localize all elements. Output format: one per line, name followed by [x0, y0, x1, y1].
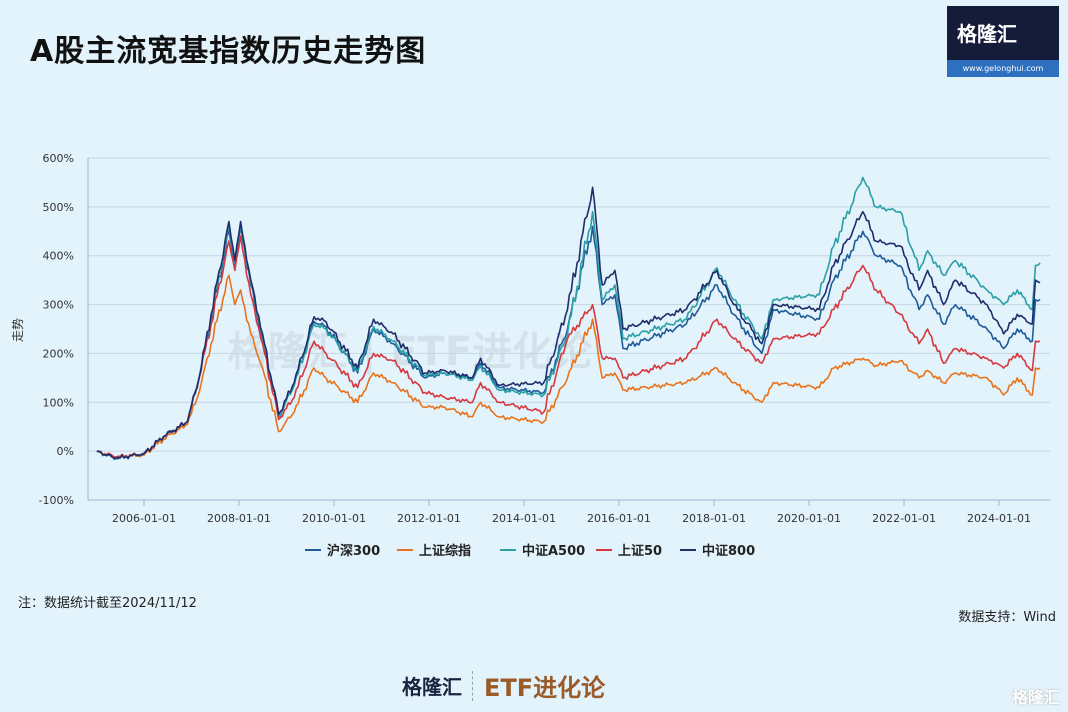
- y-tick-label: 300%: [43, 299, 74, 312]
- y-tick-label: 200%: [43, 347, 74, 360]
- chart-watermark: 格隆汇 | ETF进化论: [228, 329, 593, 376]
- footer-brand: 格隆汇: [402, 675, 462, 699]
- series-line: [96, 186, 1041, 460]
- x-tick-label: 2014-01-01: [492, 512, 556, 525]
- x-tick-label: 2016-01-01: [587, 512, 651, 525]
- logo-url: www.gelonghui.com: [947, 60, 1059, 77]
- gelonghui-logo: 格隆汇 www.gelonghui.com: [947, 6, 1059, 77]
- footer-column: ETF进化论: [484, 674, 606, 702]
- x-tick-label: 2006-01-01: [112, 512, 176, 525]
- x-tick-label: 2024-01-01: [967, 512, 1031, 525]
- series-line: [96, 235, 1041, 459]
- series-line: [96, 176, 1041, 460]
- legend-label: 上证50: [618, 544, 662, 559]
- data-source: 数据支持：Wind: [958, 610, 1056, 625]
- y-tick-label: -100%: [39, 494, 74, 507]
- y-tick-label: 0%: [57, 445, 74, 458]
- footer-watermark: 格隆汇: [1011, 688, 1060, 707]
- x-tick-label: 2010-01-01: [302, 512, 366, 525]
- legend-label: 沪深300: [327, 543, 380, 559]
- x-tick-label: 2022-01-01: [872, 512, 936, 525]
- x-tick-label: 2018-01-01: [682, 512, 746, 525]
- legend-label: 中证A500: [522, 543, 585, 559]
- page-title: A股主流宽基指数历史走势图: [30, 34, 427, 69]
- y-tick-label: 600%: [43, 152, 74, 165]
- data-note: 注：数据统计截至2024/11/12: [18, 596, 197, 611]
- logo-text: 格隆汇: [957, 22, 1017, 46]
- x-tick-label: 2008-01-01: [207, 512, 271, 525]
- series-line: [96, 274, 1041, 459]
- footer: 格隆汇 ETF进化论: [402, 668, 605, 703]
- legend-label: 上证综指: [419, 543, 471, 559]
- y-axis-label: 走势: [11, 318, 25, 342]
- y-tick-label: 100%: [43, 396, 74, 409]
- x-tick-label: 2012-01-01: [397, 512, 461, 525]
- legend-label: 中证800: [702, 543, 755, 559]
- y-tick-label: 400%: [43, 250, 74, 263]
- footer-divider: [472, 670, 474, 701]
- y-tick-label: 500%: [43, 201, 74, 214]
- x-tick-label: 2020-01-01: [777, 512, 841, 525]
